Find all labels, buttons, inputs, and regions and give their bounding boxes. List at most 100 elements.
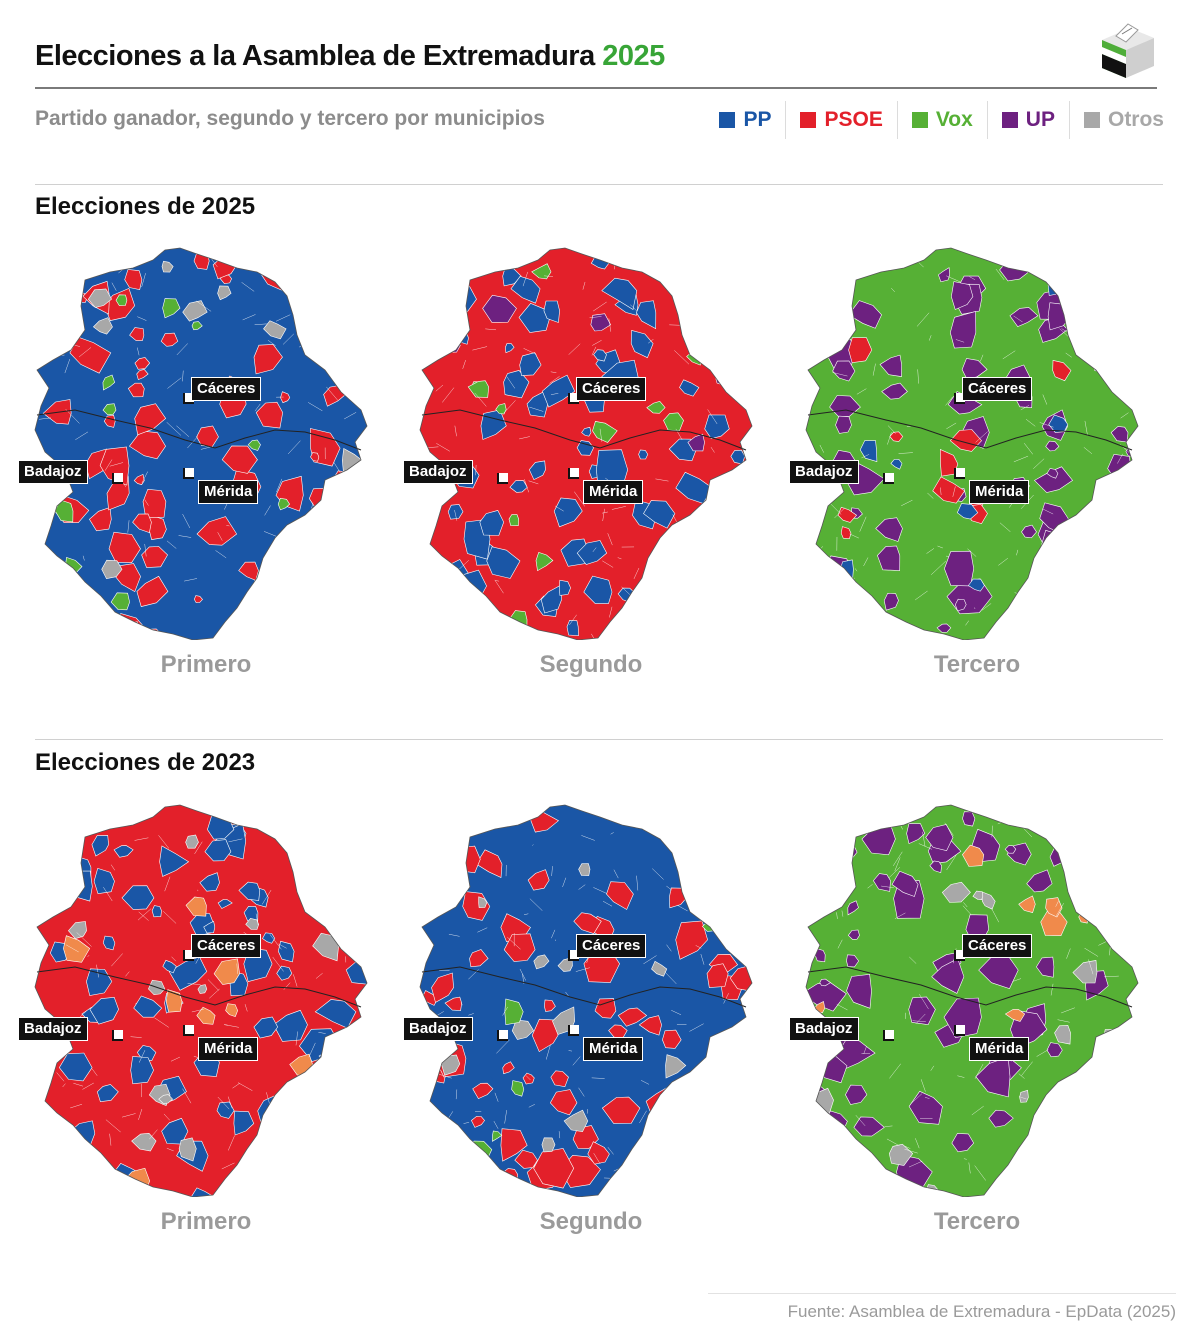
municipality-border <box>1122 558 1135 569</box>
municipality-area <box>185 896 207 917</box>
municipality-border <box>1083 447 1093 454</box>
municipality-border <box>591 346 597 356</box>
municipality-area <box>503 933 536 962</box>
municipality-border <box>39 417 51 420</box>
municipality-area <box>522 1072 535 1085</box>
municipality-area <box>847 900 859 916</box>
municipality-border <box>602 636 612 640</box>
municipality-border <box>599 428 603 442</box>
municipality-area <box>518 303 551 333</box>
municipality-border <box>1114 1130 1126 1143</box>
municipality-border <box>593 1153 601 1164</box>
municipality-border <box>823 1130 831 1146</box>
municipality-border <box>1085 345 1093 358</box>
municipality-area <box>313 557 341 585</box>
municipality-border <box>267 339 276 347</box>
municipality-area <box>573 912 602 935</box>
municipality-border <box>617 557 622 560</box>
municipality-border <box>137 316 147 321</box>
municipality-border <box>922 831 926 847</box>
city-label-caceres: Cáceres <box>962 934 1033 958</box>
municipality-border <box>495 580 500 582</box>
city-marker-merida <box>183 468 194 479</box>
municipality-border <box>1050 983 1054 996</box>
city-label-caceres: Cáceres <box>191 934 262 958</box>
legend-swatch <box>911 112 928 128</box>
municipality-area <box>249 619 261 632</box>
municipality-border <box>545 1044 551 1060</box>
municipality-area <box>445 598 475 626</box>
municipality-border <box>854 568 858 572</box>
municipality-area <box>193 595 203 603</box>
municipality-border <box>236 963 238 974</box>
municipality-border <box>312 331 316 346</box>
city-marker-badajoz <box>883 473 894 484</box>
municipality-border <box>76 932 92 947</box>
municipality-border <box>735 394 748 401</box>
municipality-border <box>544 275 554 277</box>
municipality-border <box>998 557 1009 566</box>
municipality-border <box>463 1122 470 1124</box>
municipality-border <box>354 873 360 877</box>
municipality-border <box>144 499 149 506</box>
municipality-area <box>929 860 942 873</box>
municipality-border <box>1066 948 1071 959</box>
municipality-area <box>434 1143 456 1161</box>
map-caption: Primero <box>160 1208 252 1235</box>
municipality-area <box>1120 295 1137 312</box>
municipality-border <box>710 446 715 453</box>
municipality-area <box>643 1151 673 1180</box>
municipality-area <box>471 1116 485 1128</box>
municipality-border <box>593 887 607 894</box>
municipality-area <box>108 531 141 564</box>
municipality-area <box>58 1052 93 1082</box>
municipality-area <box>324 908 354 936</box>
municipality-border <box>850 261 854 269</box>
municipality-border <box>1093 1118 1095 1122</box>
municipality-border <box>1065 352 1072 358</box>
municipality-area <box>36 336 53 356</box>
municipality-area <box>943 997 982 1039</box>
municipality-area <box>158 1094 174 1104</box>
municipality-area <box>50 606 71 627</box>
municipality-border <box>919 994 929 1010</box>
municipality-border <box>581 835 595 841</box>
municipality-border <box>436 443 450 452</box>
municipality-area <box>130 1056 154 1085</box>
municipality-border <box>166 540 177 549</box>
municipality-border <box>87 955 90 957</box>
municipality-area <box>1113 563 1132 586</box>
municipality-area <box>132 513 152 533</box>
municipality-border <box>333 1188 340 1193</box>
municipality-area <box>846 954 860 968</box>
municipality-area <box>706 963 729 988</box>
municipality-area <box>941 881 971 903</box>
municipality-border <box>851 832 855 845</box>
municipality-area <box>576 440 594 456</box>
municipality-border <box>438 1073 452 1079</box>
municipality-border <box>575 967 590 972</box>
municipality-area <box>63 935 91 963</box>
municipality-area <box>500 1128 528 1162</box>
municipality-area <box>690 600 716 625</box>
municipality-border <box>1042 394 1048 405</box>
municipality-area <box>742 910 752 927</box>
municipality-area <box>1046 1042 1063 1058</box>
municipality-border <box>264 505 271 516</box>
municipality-border <box>50 626 63 634</box>
municipality-border <box>529 898 543 911</box>
section-divider-2023 <box>35 739 1163 740</box>
municipality-border <box>321 502 337 506</box>
municipality-border <box>1042 508 1054 515</box>
municipality-border <box>485 328 497 331</box>
municipality-area <box>725 573 739 586</box>
municipality-border <box>272 956 284 972</box>
municipality-border <box>1085 880 1090 884</box>
city-label-badajoz: Badajoz <box>403 460 473 484</box>
municipality-border <box>328 604 342 611</box>
city-label-badajoz: Badajoz <box>789 460 859 484</box>
municipality-border <box>946 854 957 871</box>
municipality-border <box>909 956 917 964</box>
municipality-area <box>988 1109 1014 1128</box>
municipality-border <box>332 1073 338 1088</box>
